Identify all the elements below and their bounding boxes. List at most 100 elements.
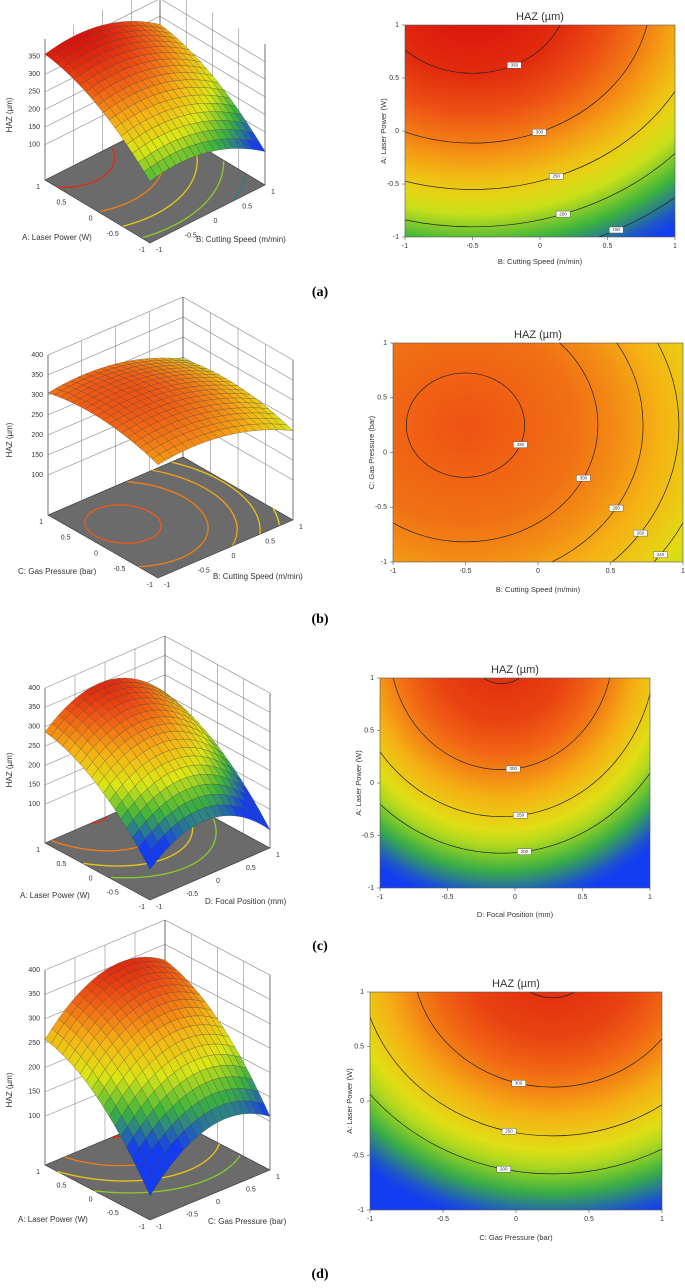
x-axis-label: D: Focal Position (mm) [205, 897, 287, 906]
contour-line [370, 1016, 662, 1137]
y-tick-label: 0 [383, 449, 387, 456]
panel-caption: (d) [311, 1267, 328, 1282]
x-tick-label: 0.5 [246, 865, 256, 872]
contour-label-box [517, 848, 532, 855]
x-tick-label: 0 [214, 218, 218, 225]
contour-lines [370, 992, 662, 1175]
y-tick-label: 0 [89, 875, 93, 882]
z-tick-label: 350 [28, 991, 40, 998]
x-axis-label: B: Cutting Speed (m/min) [196, 235, 286, 244]
x-tick-label: 1 [299, 524, 303, 531]
contour-line [417, 992, 662, 1088]
contour-line [370, 1093, 662, 1175]
floor-contour [110, 817, 217, 879]
y-tick-label: 1 [370, 675, 374, 682]
y-tick-label: -0.5 [107, 1210, 119, 1217]
y-tick-label: -1 [358, 1207, 364, 1214]
floor-contour [232, 174, 246, 201]
x-tick-label: -1 [164, 582, 170, 589]
x-tick-label: -0.5 [437, 1216, 449, 1223]
x-tick-label: 1 [681, 568, 685, 575]
contour-label: 260 [637, 530, 645, 535]
contour-lines [393, 343, 683, 562]
contour-label-box [653, 551, 668, 558]
contour-lines [405, 25, 675, 237]
y-tick-label: -0.5 [362, 832, 374, 839]
z-tick-label: 200 [28, 1064, 40, 1071]
floor-contour [171, 461, 223, 483]
contour-label: 320 [517, 442, 525, 447]
x-tick-label: -1 [377, 894, 383, 901]
y-axis-label: A: Laser Power (W) [379, 98, 388, 164]
y-tick-label: -1 [393, 234, 399, 241]
x-tick-label: -1 [390, 568, 396, 575]
contour-label: 240 [657, 552, 665, 557]
z-tick-label: 150 [31, 452, 43, 459]
heatmap [380, 678, 650, 888]
contour-label: 300 [536, 129, 544, 134]
y-tick-label: 0 [370, 780, 374, 787]
x-axis-label: C: Gas Pressure (bar) [479, 1233, 553, 1242]
y-tick-label: -0.5 [387, 181, 399, 188]
x-tick-label: -1 [156, 247, 162, 254]
grid-line [47, 296, 294, 361]
chart-title: HAZ (µm) [492, 978, 540, 990]
z-tick-label: 400 [28, 967, 40, 974]
panel-caption: (c) [312, 939, 328, 954]
x-tick-label: -1 [156, 904, 162, 911]
z-tick-label: 150 [28, 1089, 40, 1096]
z-axis-label: HAZ (µm) [5, 1072, 14, 1107]
y-tick-label: 0 [360, 1098, 364, 1105]
contour-label: 280 [612, 505, 620, 510]
y-tick-label: 0.5 [57, 200, 67, 207]
z-tick-label: 350 [28, 704, 40, 711]
contour-label-box [501, 1128, 517, 1135]
x-tick-label: 1 [660, 1216, 664, 1223]
z-tick-label: 400 [28, 685, 40, 692]
floor-contour [205, 488, 238, 546]
y-tick-label: 0 [94, 550, 98, 557]
y-tick-label: -0.5 [352, 1152, 364, 1159]
contour-label-box [549, 173, 564, 180]
contour-label-box [506, 765, 521, 773]
contour-line [392, 678, 611, 770]
y-tick-label: -1 [139, 904, 145, 911]
panel-caption: (b) [311, 612, 328, 627]
contour-label: 200 [559, 211, 567, 216]
contour-label-box [576, 474, 591, 482]
x-tick-label: 1 [276, 1174, 280, 1181]
x-tick-label: 0 [216, 878, 220, 885]
contour-line [483, 678, 520, 684]
z-tick-label: 150 [28, 124, 40, 131]
x-axis-label: B: Cutting Speed (m/min) [213, 572, 303, 581]
surface-cell [144, 1172, 157, 1197]
x-tick-label: 0.5 [242, 203, 252, 210]
x-tick-label: 0 [514, 1216, 518, 1223]
y-axis-label: A: Laser Power (W) [20, 891, 90, 900]
contour-label-box [609, 226, 624, 234]
x-tick-label: -0.5 [459, 568, 471, 575]
x-tick-label: -1 [402, 243, 408, 250]
contour-label-box [633, 529, 648, 537]
z-tick-label: 200 [28, 106, 40, 113]
x-tick-label: -0.5 [185, 232, 197, 239]
z-tick-label: 200 [28, 762, 40, 769]
x-axis-label: C: Gas Pressure (bar) [208, 1217, 287, 1226]
y-tick-label: -1 [381, 559, 387, 566]
y-tick-label: 0.5 [61, 535, 71, 542]
surface-cell [144, 849, 157, 870]
heatmap [370, 992, 662, 1210]
contour-line [405, 90, 675, 190]
contour-label: 150 [612, 227, 620, 232]
z-tick-label: 250 [28, 89, 40, 96]
x-tick-label: -0.5 [441, 894, 453, 901]
y-tick-label: 1 [36, 847, 40, 854]
y-tick-label: 1 [36, 184, 40, 191]
contour-line [550, 343, 644, 562]
x-tick-label: -0.5 [186, 1211, 198, 1218]
chart-title: HAZ (µm) [514, 329, 562, 341]
surface-cell [144, 166, 157, 182]
floor-contour [94, 1155, 241, 1194]
